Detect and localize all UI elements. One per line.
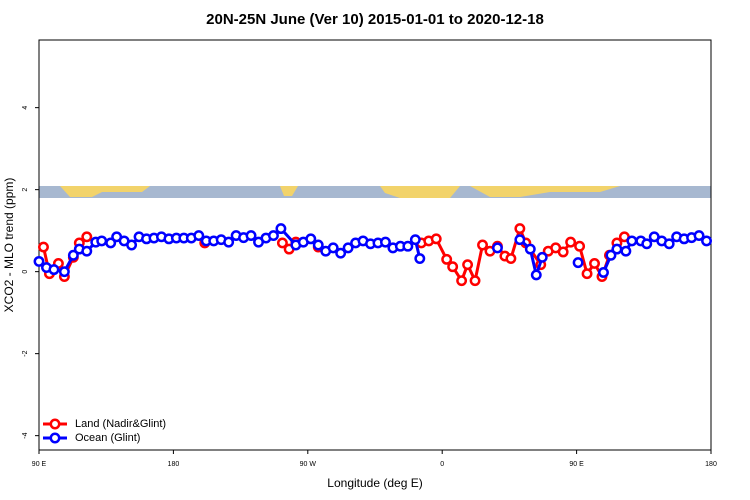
data-point	[572, 257, 584, 269]
data-point	[441, 253, 453, 265]
legend-label: Ocean (Glint)	[75, 432, 140, 444]
data-point	[430, 233, 442, 245]
legend-marker	[49, 418, 61, 430]
data-point	[641, 238, 653, 250]
y-tick-label: 4	[22, 106, 29, 110]
data-point	[693, 230, 705, 242]
y-axis-label: XCO2 - MLO trend (ppm)	[2, 178, 16, 313]
data-point	[223, 236, 235, 248]
data-point	[81, 231, 93, 243]
data-point	[581, 268, 593, 280]
legend-label: Land (Nadir&Glint)	[75, 418, 166, 430]
data-point	[105, 237, 117, 249]
legend-marker	[49, 432, 61, 444]
y-tick-label: -4	[22, 432, 29, 438]
data-point	[268, 230, 279, 242]
data-point	[305, 233, 317, 245]
data-point	[380, 236, 391, 248]
data-point	[193, 230, 205, 242]
data-point	[536, 251, 548, 263]
data-point	[327, 242, 339, 254]
data-point	[611, 243, 623, 255]
y-tick-label: 0	[22, 270, 29, 274]
data-point	[335, 247, 347, 259]
data-point	[514, 234, 526, 246]
data-point	[557, 246, 569, 258]
y-tick-label: 2	[22, 188, 29, 192]
data-point	[598, 267, 609, 278]
data-point	[663, 238, 675, 250]
data-point	[469, 275, 481, 287]
data-point	[477, 239, 488, 251]
x-tick-label: 90 E	[569, 461, 584, 468]
map-land	[60, 186, 620, 198]
data-point	[81, 245, 93, 257]
data-point	[462, 259, 474, 271]
data-point	[414, 253, 426, 264]
data-point	[701, 235, 712, 247]
data-point	[456, 275, 468, 287]
data-point	[48, 264, 60, 276]
data-point	[58, 266, 70, 278]
x-tick-label: 90 E	[32, 461, 47, 468]
data-point	[126, 239, 138, 251]
data-point	[402, 240, 414, 252]
x-tick-label: 0	[440, 461, 444, 468]
x-tick-label: 180	[705, 461, 717, 468]
data-point	[492, 242, 503, 254]
data-point	[589, 258, 600, 269]
data-point	[574, 240, 586, 252]
data-point	[276, 237, 288, 249]
y-tick-label: -2	[22, 350, 29, 356]
series-line	[38, 226, 422, 274]
data-point	[67, 249, 79, 261]
data-point	[33, 255, 45, 267]
data-point	[245, 230, 257, 242]
data-point	[38, 241, 49, 253]
data-point	[342, 242, 354, 254]
data-point	[275, 223, 287, 235]
data-point	[514, 223, 526, 235]
x-tick-label: 90 W	[300, 461, 317, 468]
data-point	[505, 253, 517, 264]
data-point	[605, 249, 617, 261]
chart-title: 20N-25N June (Ver 10) 2015-01-01 to 2020…	[206, 11, 544, 28]
data-point	[524, 243, 536, 255]
series-line	[518, 238, 544, 281]
data-point	[312, 239, 324, 251]
data-point	[530, 269, 542, 281]
data-point	[620, 245, 632, 257]
x-axis-label: Longitude (deg E)	[327, 476, 422, 490]
x-tick-label: 180	[168, 461, 180, 468]
data-point	[626, 235, 638, 247]
data-point	[447, 261, 459, 273]
data-point	[565, 236, 577, 248]
data-point	[96, 235, 108, 247]
data-point	[409, 234, 421, 246]
